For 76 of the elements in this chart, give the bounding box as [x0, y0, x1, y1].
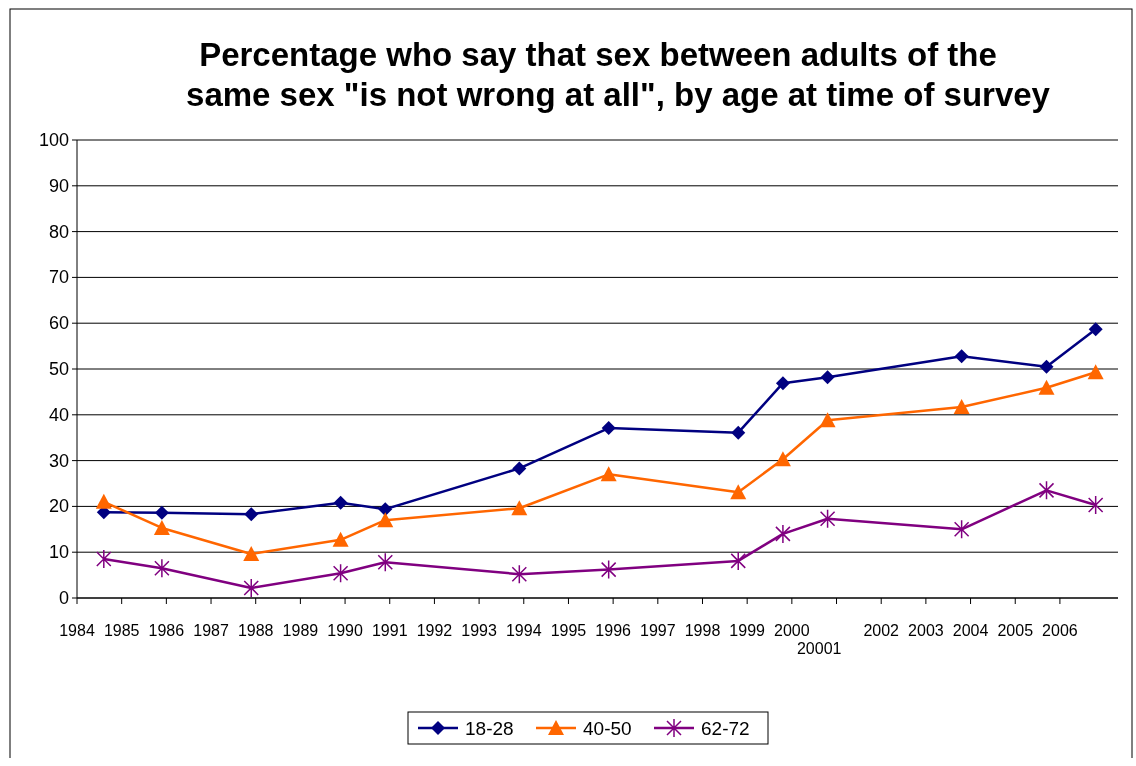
x-tick-label: 1997	[640, 622, 676, 639]
x-tick-label: 1990	[327, 622, 363, 639]
point	[730, 484, 747, 500]
point	[333, 495, 348, 510]
point	[154, 558, 170, 578]
x-tick-label: 1993	[461, 622, 497, 639]
point	[378, 502, 393, 517]
x-tick-label: 2003	[908, 622, 944, 639]
x-tick-label: 1995	[550, 622, 587, 639]
point	[730, 551, 746, 571]
x-tick-label: 1994	[505, 622, 542, 639]
x-tick-label: 1984	[59, 622, 95, 639]
point	[775, 376, 790, 391]
x-tick-label: 1988	[237, 622, 274, 639]
point	[600, 559, 617, 580]
point	[1038, 480, 1055, 501]
x-tick-label: 1987	[193, 622, 229, 639]
x-tick-label: 1999	[729, 622, 766, 639]
x-tick-label: 1991	[371, 622, 408, 639]
y-tick-label: 40	[48, 404, 69, 425]
legend-label: 18-28	[465, 718, 514, 739]
y-tick-label: 60	[48, 313, 69, 334]
point	[953, 399, 970, 415]
x-tick-label: 1996	[595, 622, 632, 639]
x-tick-label: 2006	[1042, 622, 1078, 639]
text: 20001	[796, 640, 842, 657]
point	[953, 519, 970, 540]
point	[1088, 322, 1103, 337]
point	[512, 461, 527, 476]
y-tick-label: 70	[48, 267, 69, 288]
y-tick-label: 90	[48, 175, 69, 196]
y-tick-label: 20	[48, 496, 69, 517]
point	[954, 349, 969, 364]
y-tick-label: 30	[48, 450, 69, 471]
point	[96, 549, 112, 569]
x-tick-label: 2005	[997, 622, 1034, 639]
point	[332, 563, 349, 584]
point	[600, 466, 617, 482]
y-tick-label: 10	[48, 542, 69, 563]
x-tick-label: 1989	[282, 622, 319, 639]
x-tick-label: 1985	[103, 622, 140, 639]
chart-title: Percentage who say that sex between adults of the same sex "is not wrong at all", by age at time of survey	[186, 36, 1051, 113]
x-tick-label: 1986	[148, 622, 185, 639]
point	[154, 505, 169, 520]
point	[601, 421, 616, 436]
point	[95, 493, 112, 509]
point	[511, 500, 528, 516]
x-tick-label: 1998	[684, 622, 721, 639]
x-tick-label: 2002	[863, 622, 900, 639]
point	[774, 451, 791, 467]
point	[153, 519, 170, 535]
legend-label: 40-50	[583, 718, 632, 739]
point	[1039, 359, 1054, 374]
point	[243, 546, 260, 562]
y-tick-label: 50	[48, 359, 69, 379]
point	[1038, 379, 1055, 395]
point	[244, 507, 259, 522]
point	[243, 578, 259, 598]
point	[1087, 364, 1104, 380]
point	[819, 412, 836, 428]
y-tick-label: 80	[48, 221, 69, 242]
point	[731, 425, 746, 440]
point	[332, 531, 349, 547]
point	[377, 552, 394, 573]
x-tick-label: 2004	[952, 622, 989, 639]
point	[820, 370, 835, 385]
point	[377, 512, 394, 528]
x-tick-label: 1992	[416, 622, 453, 639]
x-tick-label: 2000	[774, 622, 810, 639]
point	[819, 509, 836, 529]
point	[775, 524, 791, 544]
legend-label: 62-72	[701, 718, 750, 739]
point	[1087, 495, 1104, 515]
point	[511, 564, 528, 584]
y-tick-label: 100	[38, 130, 69, 150]
y-tick-label: 0	[58, 588, 69, 608]
